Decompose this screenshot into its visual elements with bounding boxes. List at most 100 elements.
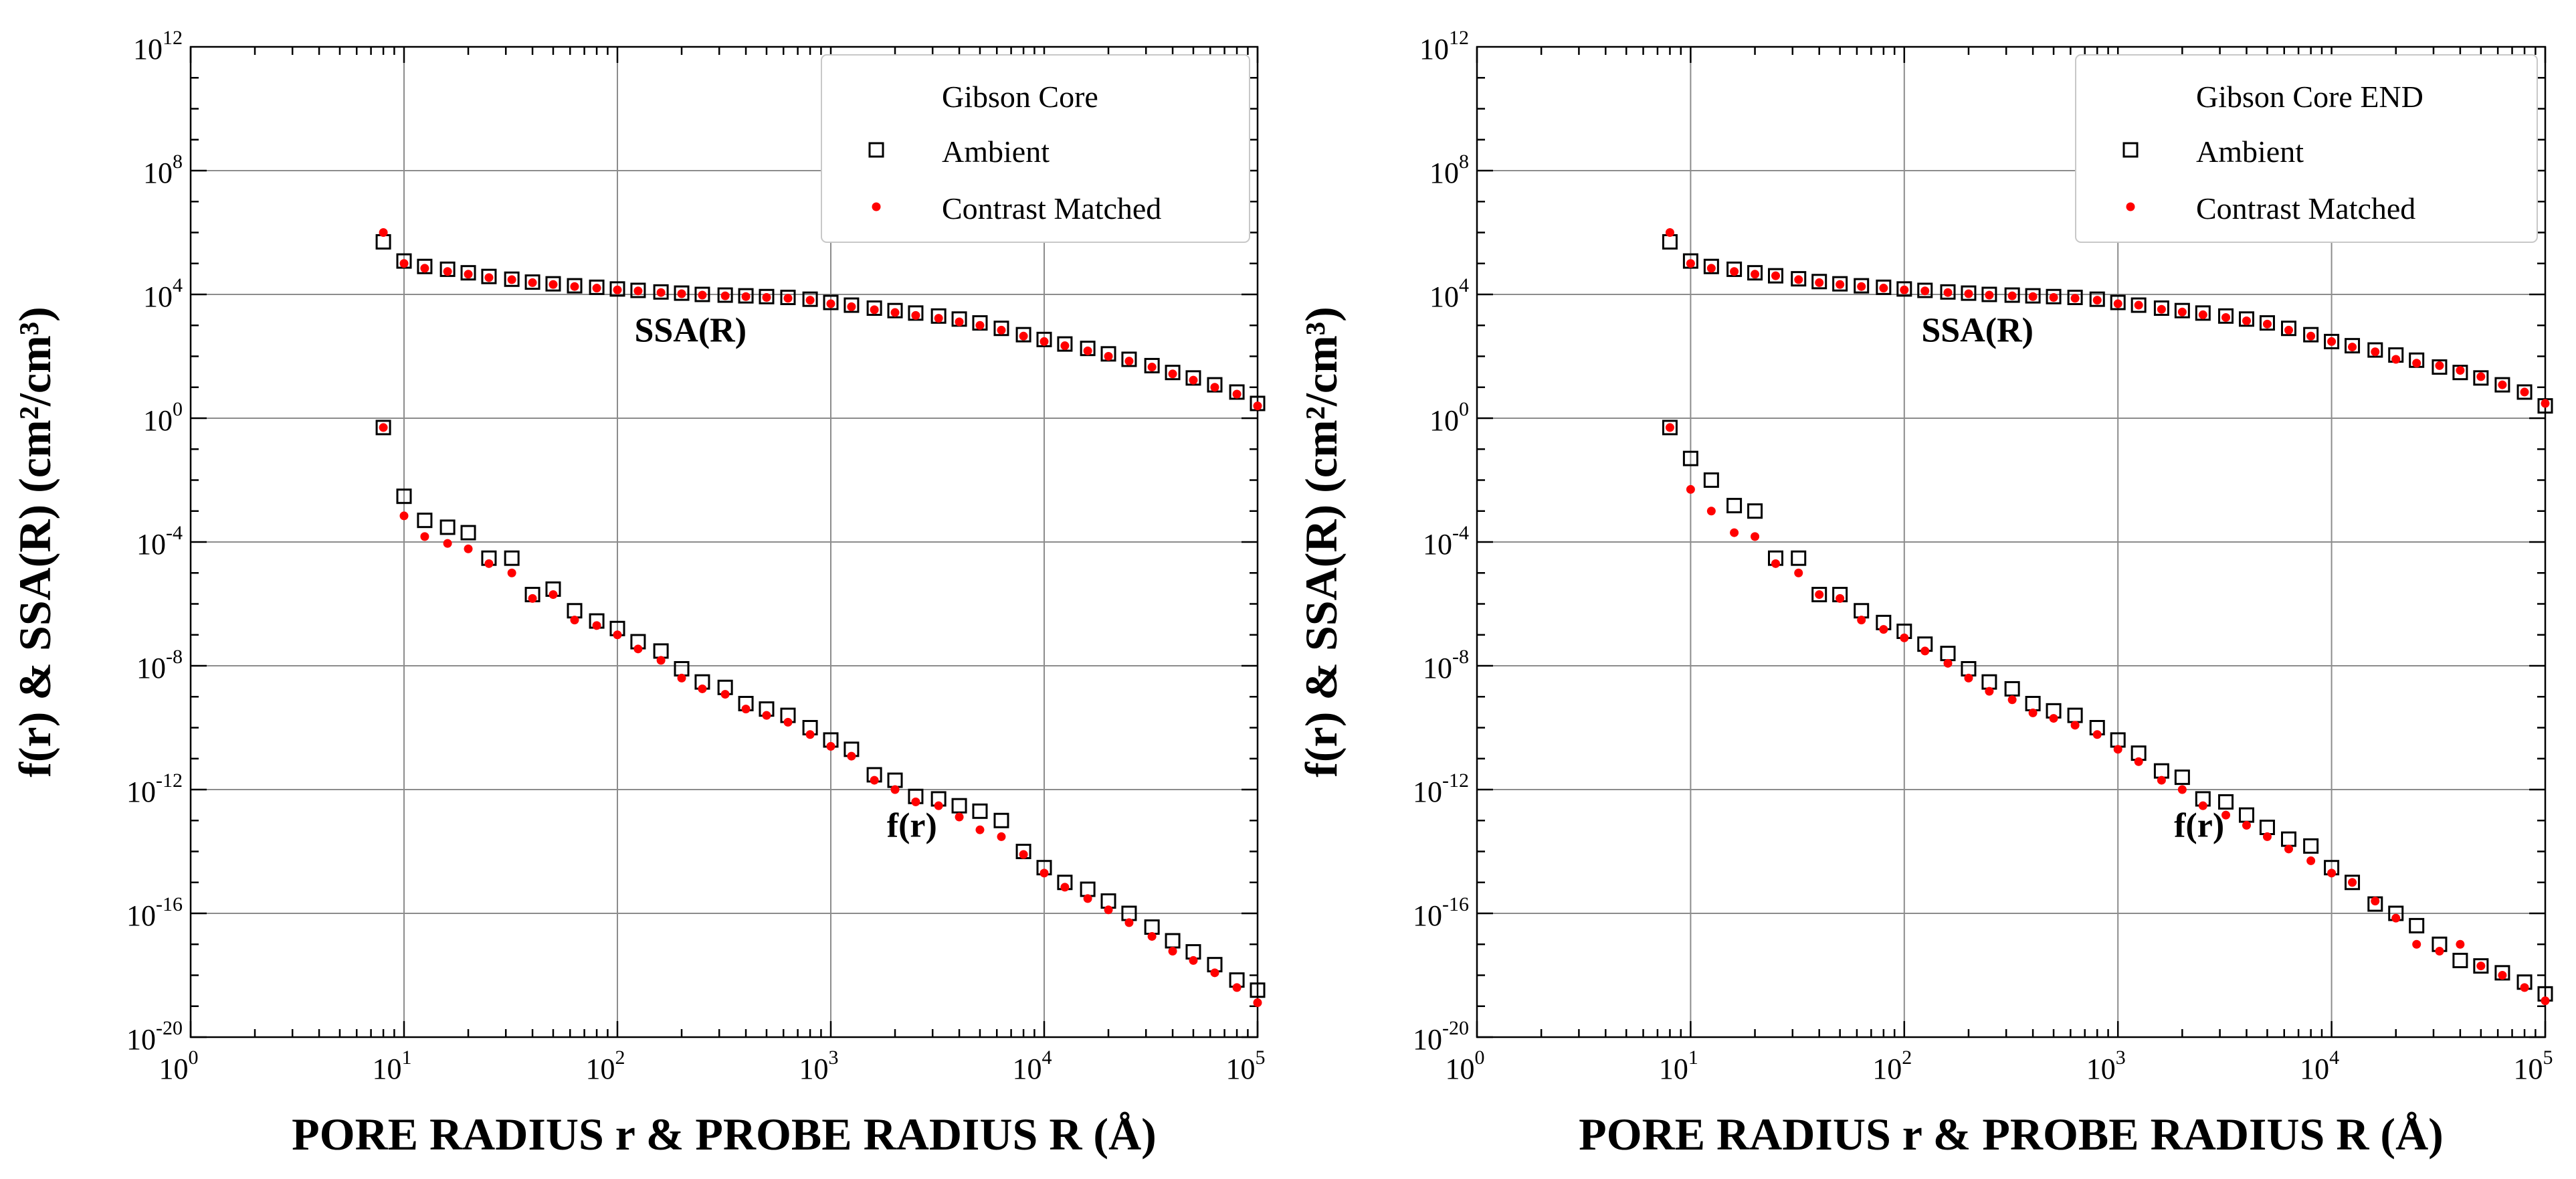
data-point-ambient (2494, 377, 2510, 393)
data-point-ambient (1144, 357, 1160, 373)
ticks: 100 101 102 103 104 105 10-20 10-16 10-12 10-8 10-… (126, 27, 1266, 1085)
data-point-ambient (780, 289, 796, 305)
data-point-contrast-matched (2134, 300, 2143, 310)
data-point-ambient (2025, 696, 2041, 712)
y-tick-label: 100 (1429, 398, 1469, 437)
data-point-ambient (2409, 917, 2425, 933)
data-point-ambient (504, 550, 520, 566)
data-point-contrast-matched (2007, 695, 2017, 705)
data-point-ambient (1165, 365, 1181, 381)
data-point-contrast-matched (1686, 259, 1695, 268)
legend: Gibson Core END Ambient Contrast Matched (2075, 54, 2538, 243)
data-point-ambient (2473, 370, 2489, 386)
data-point-contrast-matched (805, 296, 815, 305)
x-tick-label: 105 (1226, 1047, 1266, 1085)
plot-frame (189, 46, 1259, 1038)
legend-marker-contrast-matched (872, 202, 881, 211)
data-point-contrast-matched (1019, 850, 1028, 859)
legend-title: Gibson Core END (2196, 80, 2423, 114)
data-point-contrast-matched (549, 590, 558, 600)
data-point-ambient (439, 519, 456, 535)
data-point-contrast-matched (1232, 983, 1242, 992)
data-point-ambient (460, 265, 476, 281)
data-point-contrast-matched (1964, 673, 1973, 683)
data-point-contrast-matched (2456, 939, 2465, 949)
y-tick-label: 1012 (133, 27, 183, 66)
data-point-contrast-matched (1985, 687, 1994, 696)
data-point-contrast-matched (783, 294, 793, 303)
data-point-ambient (1747, 503, 1763, 519)
data-point-contrast-matched (1985, 290, 1994, 300)
data-point-contrast-matched (1104, 352, 1113, 361)
chart-panel-1: 100 101 102 103 104 105 10-20 10-16 10-12 10-8 10-… (9, 27, 1266, 1160)
data-point-contrast-matched (847, 751, 856, 761)
data-point-contrast-matched (2134, 757, 2143, 766)
data-point-ambient (1811, 587, 1827, 603)
data-point-ambient (609, 281, 625, 297)
data-point-contrast-matched (1857, 616, 1866, 625)
data-point-contrast-matched (1147, 931, 1157, 941)
data-point-contrast-matched (1730, 267, 1739, 276)
data-point-ambient (1940, 284, 1956, 300)
data-point-ambient (887, 302, 903, 319)
data-point-contrast-matched (2028, 708, 2038, 717)
data-point-ambient (1961, 660, 1977, 676)
data-point-ambient (2174, 769, 2190, 786)
data-point-ambient (1791, 271, 1807, 287)
data-point-ambient (460, 525, 476, 541)
data-point-ambient (2238, 807, 2254, 823)
data-point-ambient (844, 297, 860, 313)
data-point-contrast-matched (698, 684, 707, 693)
data-point-ambient (2238, 311, 2254, 327)
data-point-contrast-matched (2412, 939, 2421, 949)
data-point-contrast-matched (2541, 996, 2550, 1006)
data-point-ambient (887, 772, 903, 788)
data-point-contrast-matched (1706, 507, 1716, 516)
data-point-contrast-matched (955, 812, 964, 822)
data-point-contrast-matched (656, 656, 666, 665)
data-point-ambient (2281, 831, 2297, 847)
data-point-ambient (1854, 278, 1870, 294)
data-point-contrast-matched (1039, 337, 1049, 346)
data-point-ambient (1832, 276, 1848, 292)
data-point-contrast-matched (826, 299, 835, 308)
data-point-contrast-matched (613, 630, 622, 640)
series-2 (379, 228, 1262, 1007)
data-point-contrast-matched (2007, 291, 2017, 300)
data-point-ambient (738, 288, 754, 304)
legend-entry-label: Contrast Matched (2196, 191, 2415, 225)
data-point-contrast-matched (1857, 282, 1866, 291)
data-point-ambient (1747, 265, 1763, 281)
data-point-contrast-matched (420, 264, 429, 273)
data-point-contrast-matched (528, 594, 537, 603)
data-point-contrast-matched (826, 741, 835, 751)
data-point-contrast-matched (1794, 568, 1803, 577)
data-point-ambient (2110, 294, 2126, 310)
data-point-ambient (866, 300, 882, 316)
data-point-contrast-matched (2520, 387, 2529, 397)
data-point-ambient (1121, 351, 1137, 367)
legend: Gibson Core Ambient Contrast Matched (821, 54, 1250, 243)
data-point-contrast-matched (677, 289, 686, 298)
y-tick-label: 1012 (1419, 27, 1469, 66)
data-point-ambient (653, 643, 669, 659)
data-point-ambient (2452, 952, 2468, 968)
data-point-contrast-matched (2242, 820, 2251, 830)
data-point-contrast-matched (1104, 905, 1113, 915)
data-point-ambient (2303, 327, 2319, 343)
series-2 (1665, 228, 2550, 1006)
legend-entry-label: Contrast Matched (942, 191, 1161, 225)
data-point-contrast-matched (2391, 913, 2401, 923)
data-point-contrast-matched (1879, 625, 1888, 634)
data-point-ambient (930, 308, 947, 324)
data-point-contrast-matched (1836, 280, 1845, 289)
data-point-ambient (524, 274, 540, 290)
data-point-ambient (1981, 674, 1997, 690)
legend-box (821, 54, 1250, 243)
data-point-contrast-matched (1879, 284, 1888, 293)
data-point-ambient (823, 294, 839, 310)
data-point-contrast-matched (1920, 286, 1930, 296)
data-point-contrast-matched (2070, 294, 2080, 303)
data-point-contrast-matched (1943, 288, 1953, 297)
data-point-contrast-matched (2306, 856, 2316, 865)
